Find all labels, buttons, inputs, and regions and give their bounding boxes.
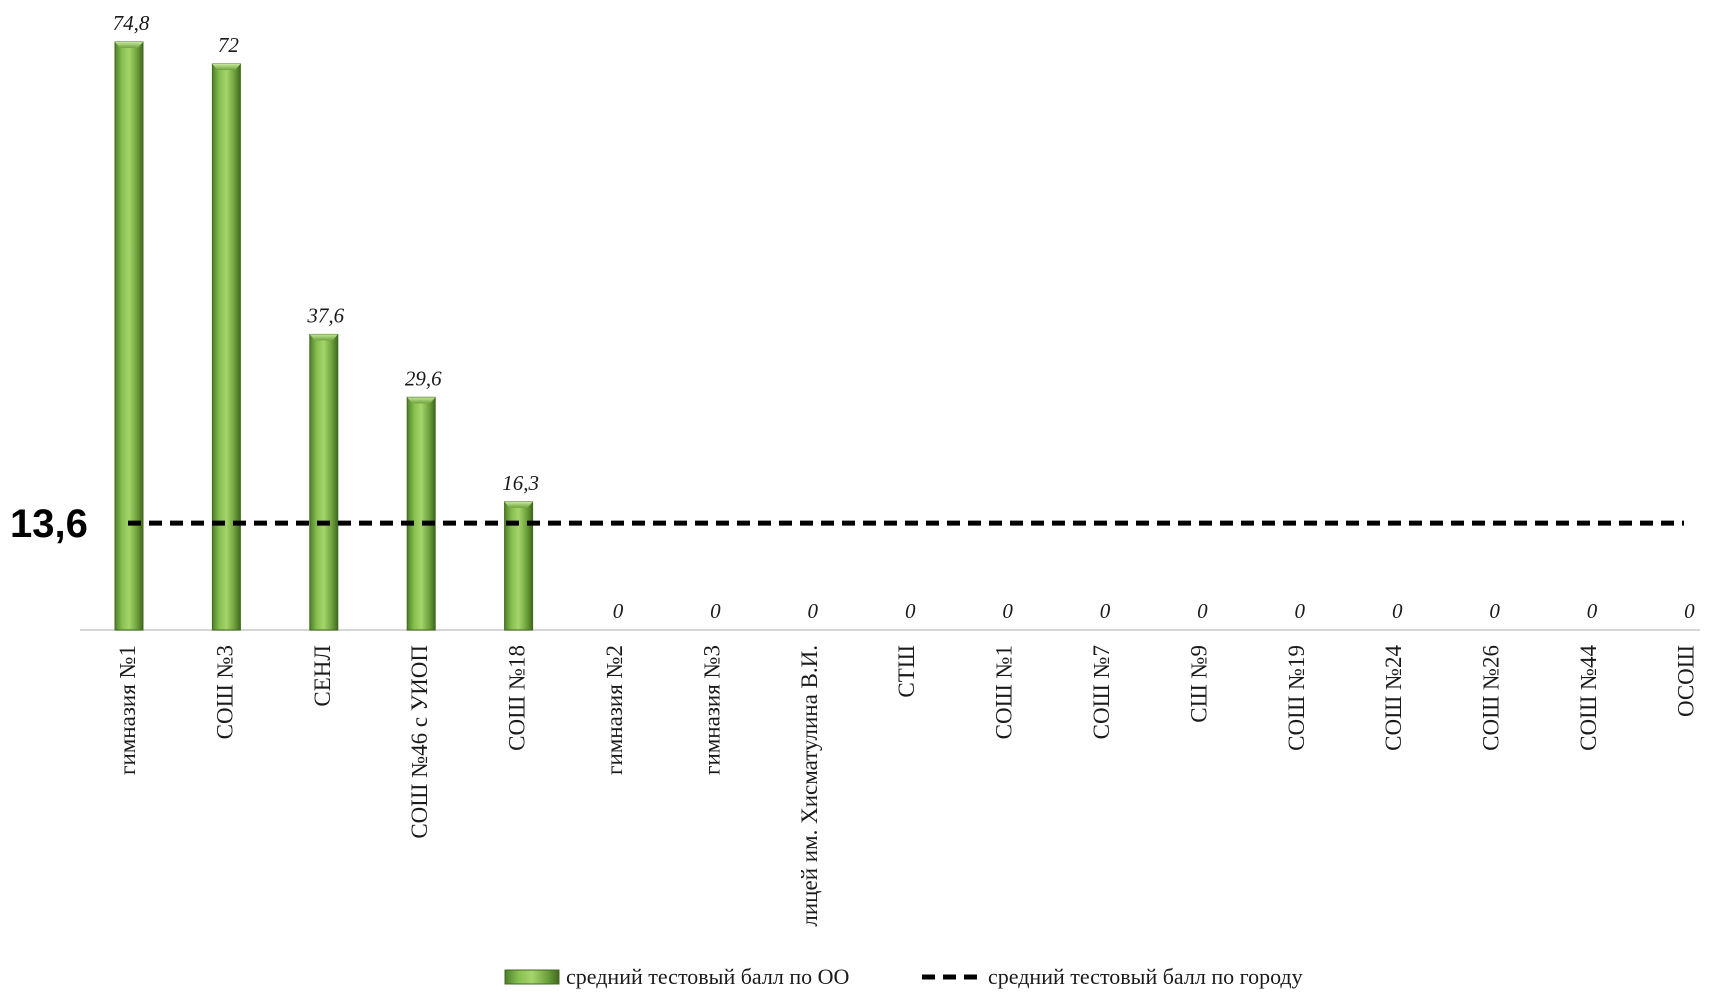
x-tick-label-5: гимназия №2 <box>602 645 627 775</box>
value-label-13: 0 <box>1392 599 1403 623</box>
value-label-4: 16,3 <box>502 471 539 495</box>
legend-swatch-school-average <box>504 969 560 985</box>
value-label-5: 0 <box>613 599 624 623</box>
bar-3 <box>406 396 436 631</box>
bar-0 <box>114 41 144 631</box>
value-label-11: 0 <box>1197 599 1208 623</box>
x-tick-label-10: СОШ №7 <box>1089 645 1114 739</box>
legend: средний тестовый балл по ОО средний тест… <box>504 964 1303 989</box>
value-label-6: 0 <box>710 599 721 623</box>
x-tick-label-6: гимназия №3 <box>699 645 724 775</box>
value-label-8: 0 <box>905 599 916 623</box>
x-tick-label-7: лицей им. Хисматулина В.И. <box>797 645 822 927</box>
city-average-value-label: 13,6 <box>10 502 88 546</box>
x-tick-label-15: СОШ №44 <box>1576 645 1601 751</box>
bar-cap-3 <box>407 397 436 404</box>
value-label-0: 74,8 <box>113 11 150 35</box>
value-label-12: 0 <box>1295 599 1306 623</box>
x-tick-label-12: СОШ №19 <box>1284 645 1309 751</box>
value-label-9: 0 <box>1002 599 1013 623</box>
plot-area: 74,8 72 37,6 29,6 16,3 0 0 0 0 0 0 0 0 0 0 0 0 гимназия … <box>10 11 1700 927</box>
value-label-10: 0 <box>1100 599 1111 623</box>
x-tick-label-14: СОШ №26 <box>1479 645 1504 751</box>
bar-2 <box>309 333 339 631</box>
legend-label-city-average: средний тестовый балл по городу <box>988 964 1303 989</box>
bar-cap-0 <box>115 42 143 48</box>
legend-item-school-average: средний тестовый балл по ОО <box>504 964 849 989</box>
x-tick-label-2: СЕНЛ <box>310 645 335 707</box>
legend-item-city-average: средний тестовый балл по городу <box>922 964 1303 989</box>
value-label-14: 0 <box>1489 599 1500 623</box>
x-tick-label-0: гимназия №1 <box>115 645 140 775</box>
x-tick-label-16: ОСОШ <box>1673 645 1698 717</box>
value-label-7: 0 <box>808 599 819 623</box>
x-tick-label-9: СОШ №1 <box>992 645 1017 739</box>
value-label-2: 37,6 <box>306 303 344 327</box>
x-tick-label-3: СОШ №46 с УИОП <box>407 645 432 839</box>
value-label-15: 0 <box>1587 599 1598 623</box>
value-label-1: 72 <box>218 33 240 57</box>
x-tick-label-13: СОШ №24 <box>1381 645 1406 751</box>
x-tick-label-8: СТШ <box>894 645 919 698</box>
x-tick-label-4: СОШ №18 <box>505 645 530 751</box>
x-tick-label-11: СШ №9 <box>1186 645 1211 723</box>
value-label-3: 29,6 <box>405 366 442 390</box>
bar-cap-4 <box>504 501 533 508</box>
value-label-16: 0 <box>1684 599 1695 623</box>
bar-cap-1 <box>212 64 241 71</box>
legend-label-school-average: средний тестовый балл по ОО <box>566 964 849 989</box>
x-tick-label-1: СОШ №3 <box>212 645 237 739</box>
bar-cap-2 <box>309 334 338 341</box>
bar-1 <box>211 63 241 631</box>
